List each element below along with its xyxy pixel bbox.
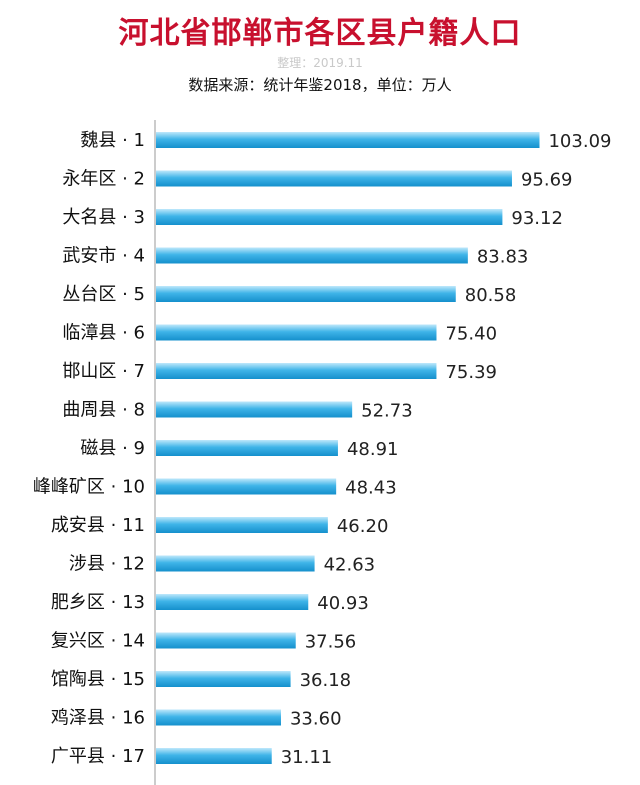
value-label: 80.58	[465, 285, 517, 306]
value-label: 103.09	[548, 131, 611, 152]
value-label: 83.83	[477, 247, 529, 268]
category-label: 鸡泽县 · 16	[51, 708, 145, 729]
category-label: 武安市 · 4	[62, 246, 145, 267]
category-label: 馆陶县 · 15	[51, 669, 145, 690]
value-label: 31.11	[281, 747, 333, 768]
bar	[156, 555, 315, 572]
value-label: 37.56	[305, 632, 357, 653]
bar	[156, 170, 512, 187]
bar	[156, 401, 353, 418]
value-label: 48.43	[345, 478, 397, 499]
category-label: 广平县 · 17	[51, 746, 145, 767]
bar	[156, 517, 328, 533]
value-label: 52.73	[361, 401, 413, 422]
bar	[156, 671, 291, 687]
category-label: 肥乡区 · 13	[51, 592, 145, 613]
category-label: 邯山区 · 7	[62, 361, 145, 382]
category-label: 曲周县 · 8	[62, 400, 145, 421]
value-label: 95.69	[521, 170, 573, 191]
bar	[156, 748, 272, 764]
bar	[156, 324, 437, 341]
value-label: 46.20	[337, 516, 389, 537]
category-label: 涉县 · 12	[69, 554, 145, 575]
category-label: 峰峰矿区 · 10	[33, 477, 145, 498]
category-label: 大名县 · 3	[62, 207, 145, 228]
bar	[156, 440, 338, 456]
value-label: 36.18	[300, 670, 352, 691]
bar	[156, 286, 456, 302]
bar	[156, 209, 503, 225]
data-source: 数据来源：统计年鉴2018，单位：万人	[188, 76, 452, 94]
value-label: 42.63	[324, 555, 376, 576]
value-label: 33.60	[290, 709, 342, 730]
value-label: 75.40	[445, 324, 497, 345]
category-label: 磁县 · 9	[80, 438, 145, 459]
category-label: 魏县 · 1	[80, 130, 145, 151]
bar	[156, 247, 468, 264]
bar	[156, 594, 309, 610]
category-label: 丛台区 · 5	[62, 284, 145, 305]
category-label: 成安县 · 11	[51, 515, 145, 536]
chart-title: 河北省邯郸市各区县户籍人口	[118, 16, 522, 51]
value-label: 40.93	[317, 593, 369, 614]
bar	[156, 709, 281, 726]
bar	[156, 132, 540, 148]
category-label: 复兴区 · 14	[51, 631, 145, 652]
category-label: 永年区 · 2	[62, 169, 145, 190]
category-label: 临漳县 · 6	[62, 323, 145, 344]
bar	[156, 363, 437, 379]
value-label: 75.39	[445, 362, 497, 383]
value-label: 93.12	[511, 208, 563, 229]
value-label: 48.91	[347, 439, 399, 460]
chart-subtitle: 整理：2019.11	[277, 56, 363, 70]
bar	[156, 632, 296, 649]
bar	[156, 478, 337, 495]
